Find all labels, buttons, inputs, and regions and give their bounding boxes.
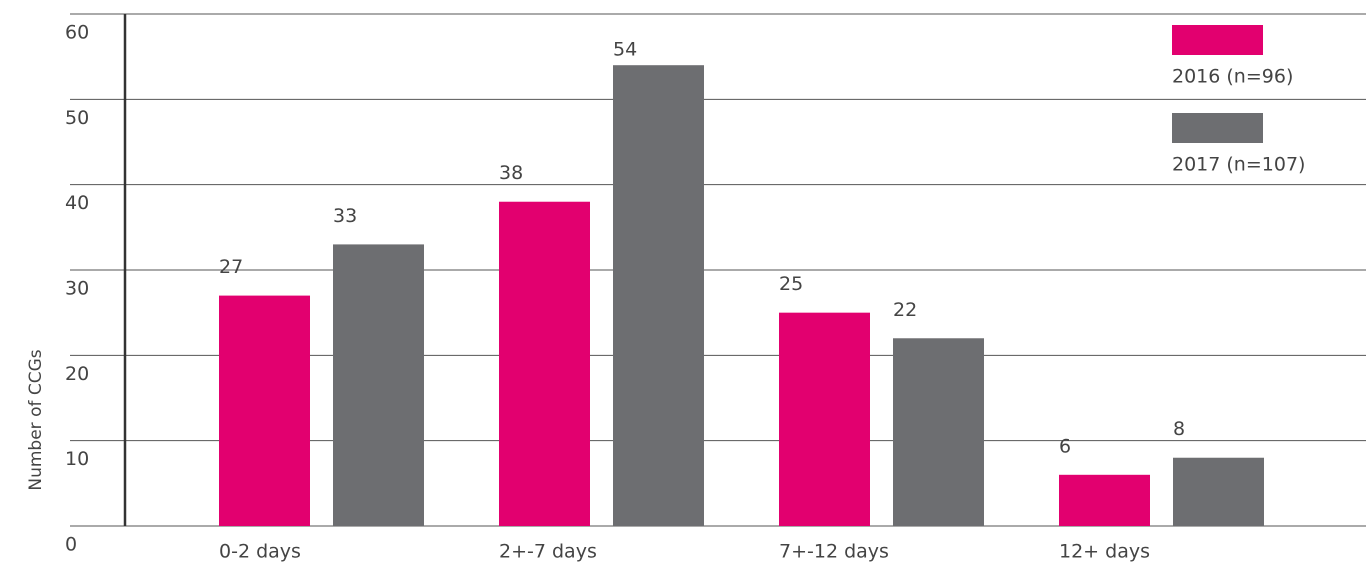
bar bbox=[219, 295, 310, 526]
y-tick-label: 10 bbox=[65, 448, 89, 470]
bar bbox=[779, 312, 870, 526]
bar bbox=[893, 338, 984, 526]
y-tick-label: 30 bbox=[65, 278, 89, 300]
bar bbox=[1173, 457, 1264, 526]
legend-swatch bbox=[1172, 113, 1263, 143]
value-label: 33 bbox=[333, 205, 357, 227]
y-tick-label: 60 bbox=[65, 22, 89, 44]
y-tick-label: 50 bbox=[65, 107, 89, 129]
x-tick-label: 7+-12 days bbox=[779, 541, 889, 563]
y-tick-label: 20 bbox=[65, 363, 89, 385]
value-label: 38 bbox=[499, 162, 523, 184]
legend-label: 2017 (n=107) bbox=[1172, 154, 1305, 176]
bar bbox=[1059, 474, 1150, 526]
legend-label: 2016 (n=96) bbox=[1172, 66, 1293, 88]
x-tick-label: 12+ days bbox=[1059, 541, 1150, 563]
value-label: 6 bbox=[1059, 435, 1071, 457]
bar bbox=[333, 244, 424, 526]
bar bbox=[613, 65, 704, 526]
x-tick-label: 2+-7 days bbox=[499, 541, 597, 563]
value-label: 8 bbox=[1173, 418, 1185, 440]
y-tick-label: 0 bbox=[65, 534, 77, 556]
y-axis-title: Number of CCGs bbox=[26, 349, 46, 490]
value-label: 54 bbox=[613, 39, 637, 61]
legend-swatch bbox=[1172, 25, 1263, 55]
value-label: 22 bbox=[893, 299, 917, 321]
x-tick-label: 0-2 days bbox=[219, 541, 301, 563]
bar bbox=[499, 201, 590, 526]
y-tick-label: 40 bbox=[65, 192, 89, 214]
value-label: 25 bbox=[779, 273, 803, 295]
value-label: 27 bbox=[219, 256, 243, 278]
